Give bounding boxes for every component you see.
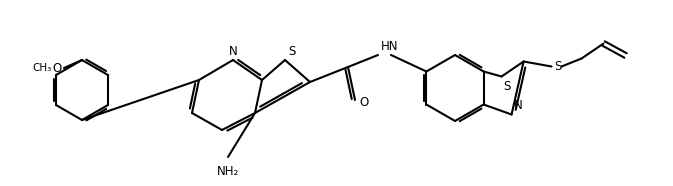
Text: S: S bbox=[555, 60, 562, 73]
Text: CH₃: CH₃ bbox=[33, 63, 52, 73]
Text: S: S bbox=[503, 79, 511, 92]
Text: NH₂: NH₂ bbox=[217, 165, 239, 178]
Text: S: S bbox=[288, 45, 295, 58]
Text: HN: HN bbox=[381, 40, 398, 53]
Text: O: O bbox=[359, 95, 368, 108]
Text: O: O bbox=[52, 62, 62, 75]
Text: N: N bbox=[513, 99, 522, 111]
Text: N: N bbox=[229, 45, 238, 58]
